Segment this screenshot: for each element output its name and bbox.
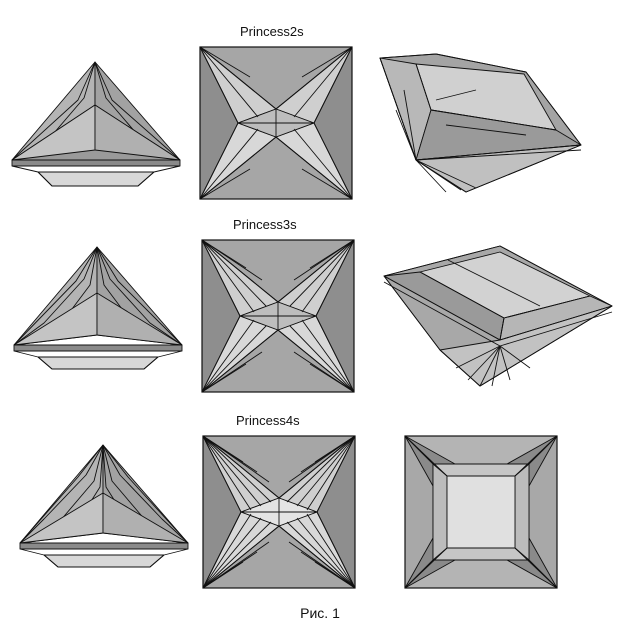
row-title-princess3s: Princess3s — [233, 217, 297, 232]
figure-caption: Рис. 1 — [300, 605, 340, 621]
perspective-view-princess2s — [379, 53, 582, 193]
bottom-view-princess4s — [404, 435, 558, 589]
row-title-princess4s: Princess4s — [236, 413, 300, 428]
side-view-princess4s — [19, 444, 189, 568]
top-view-princess4s — [202, 435, 356, 589]
side-view-princess3s — [13, 246, 183, 370]
top-view-princess3s — [201, 239, 355, 393]
row-title-princess2s: Princess2s — [240, 24, 304, 39]
top-view-princess2s — [199, 46, 353, 200]
perspective-view-princess3s — [383, 245, 613, 387]
side-view-princess2s — [11, 61, 181, 187]
